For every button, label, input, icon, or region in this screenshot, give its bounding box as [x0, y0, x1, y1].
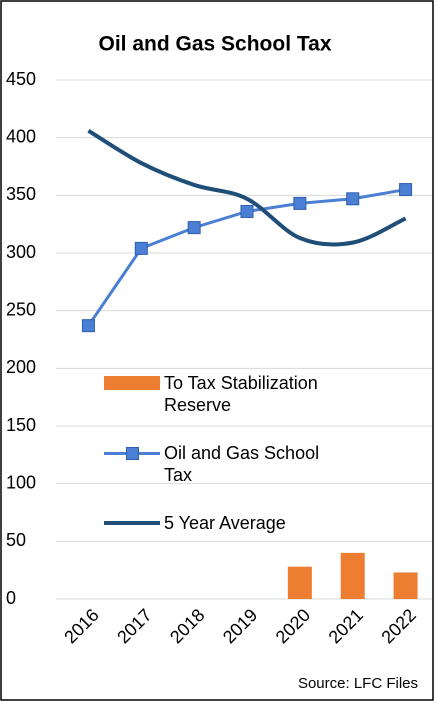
- y-tick-label: 150: [6, 415, 36, 435]
- marker: [346, 192, 360, 206]
- legend-label: 5 Year Average: [164, 513, 286, 533]
- y-tick-label: 200: [6, 357, 36, 377]
- bar: [287, 566, 312, 599]
- y-tick-label: 100: [6, 472, 36, 492]
- chart-title: Oil and Gas School Tax: [99, 33, 332, 56]
- source-note: Source: LFC Files: [298, 675, 418, 692]
- marker: [293, 196, 307, 210]
- legend-entry: To Tax Stabilization Reserve: [104, 372, 334, 416]
- legend-swatch: [104, 512, 160, 534]
- legend-swatch: [104, 372, 160, 394]
- legend-label: Oil and Gas School Tax: [164, 443, 320, 485]
- y-tick-label: 300: [6, 242, 36, 262]
- bar: [340, 552, 365, 599]
- legend-entry: 5 Year Average: [104, 512, 334, 534]
- y-tick-label: 50: [6, 530, 26, 550]
- y-tick-label: 450: [6, 69, 36, 89]
- marker: [81, 319, 95, 333]
- marker: [240, 204, 254, 218]
- legend-label: To Tax Stabilization Reserve: [164, 373, 318, 415]
- y-tick-label: 0: [6, 588, 16, 608]
- y-tick-label: 400: [6, 126, 36, 146]
- legend-entry: Oil and Gas School Tax: [104, 442, 334, 486]
- legend-swatch: [104, 442, 160, 464]
- bar: [393, 572, 418, 599]
- y-tick-label: 250: [6, 299, 36, 319]
- line: [87, 129, 407, 247]
- legend: To Tax Stabilization Reserve Oil and Gas …: [104, 372, 334, 560]
- marker: [399, 183, 413, 197]
- y-tick-label: 350: [6, 184, 36, 204]
- marker: [187, 221, 201, 235]
- marker: [134, 241, 148, 255]
